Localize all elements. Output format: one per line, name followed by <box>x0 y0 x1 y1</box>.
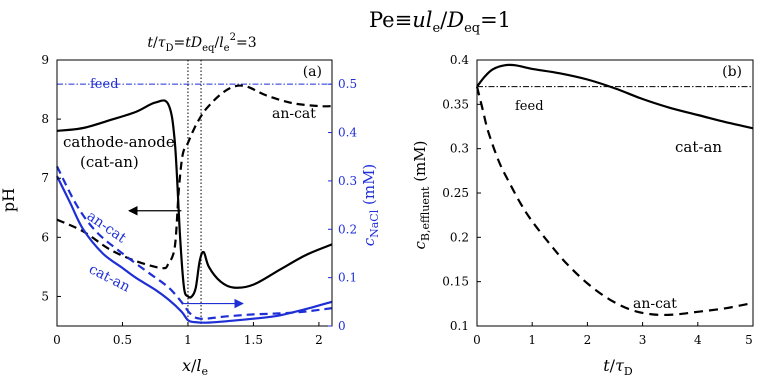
panel-b-label-an-cat: an-cat <box>633 296 677 312</box>
panel-a-xtick-label: 1.5 <box>244 333 263 347</box>
panel-a-ytick-right-label: 0.3 <box>338 174 357 188</box>
panel-b-label-cat-an: cat-an <box>675 138 722 156</box>
panel-a-ytick-right-label: 0.1 <box>338 271 357 285</box>
panel-a-ytick-left-label: 7 <box>41 171 49 185</box>
panel-a-ticks: 0 0.5 1 1.5 2 5 6 7 8 9 0 0.1 0.2 0.3 0.4 0.5 <box>41 53 357 347</box>
panel-a-series-2 <box>56 175 333 324</box>
panel-a-xtick-label: 0 <box>53 333 61 347</box>
panel-b-ylabel: cB,effluent (mM) <box>411 141 432 250</box>
panel-a-ylabel-right: cNaCl (mM) <box>360 164 381 247</box>
panel-b-ytick-label: 0.35 <box>442 97 469 111</box>
panel-a-feed-label: feed <box>90 77 119 92</box>
panel-b-ytick-label: 0.1 <box>450 319 469 333</box>
panel-b-feed-label: feed <box>515 99 544 114</box>
panel-a-ytick-left-label: 8 <box>41 112 49 126</box>
panel-a-series-3 <box>56 165 333 320</box>
panel-a-xlabel: x/le <box>182 356 208 378</box>
panel-b-ticks: 0 1 2 3 4 5 0.1 0.15 0.2 0.25 0.3 0.35 0.4 <box>442 53 754 347</box>
panel-b-ytick-label: 0.3 <box>450 142 469 156</box>
panel-a-ytick-right-label: 0.4 <box>338 126 357 140</box>
panel-b-xtick-label: 5 <box>745 333 753 347</box>
panel-b-xtick-label: 3 <box>639 333 647 347</box>
panel-b-series-1 <box>475 86 754 317</box>
panel-b-xtick-label: 4 <box>694 333 702 347</box>
panel-b-xtick-label: 2 <box>584 333 592 347</box>
panel-a-series-group <box>56 60 333 326</box>
panel-a-series-0 <box>56 99 333 299</box>
panel-a-xtick-label: 1 <box>184 333 192 347</box>
panel-a-ytick-right-label: 0 <box>338 319 346 333</box>
panel-a-xtick-label: 0.5 <box>113 333 132 347</box>
panel-a-series-1 <box>56 84 333 270</box>
panel-b-xlabel: t/τD <box>603 356 633 378</box>
panel-b-ytick-label: 0.15 <box>442 275 469 289</box>
figure-title: Pe≡ule/Deq=1 <box>369 8 511 36</box>
panel-a-label-cat-an-blue: cat-an <box>86 261 132 295</box>
panel-b-label: (b) <box>722 64 742 80</box>
panel-b-series-0 <box>476 63 754 130</box>
panel-b-ytick-label: 0.2 <box>450 230 469 244</box>
panel-b-ytick-label: 0.4 <box>450 53 469 67</box>
panel-a-ytick-left-label: 5 <box>41 289 49 303</box>
panel-b-ytick-label: 0.25 <box>442 186 469 200</box>
panel-a-ytick-right-label: 0.2 <box>338 222 357 236</box>
panel-a-label-cathode-anode: cathode-anode <box>63 133 175 151</box>
panel-a-xtick-label: 2 <box>315 333 323 347</box>
panel-a-frame <box>56 59 333 327</box>
panel-a-annotation: t/τD=tDeq/le2=3 <box>147 32 256 54</box>
panel-a-ytick-left-label: 6 <box>41 230 49 244</box>
panel-a-label-an-cat-top: an-cat <box>272 106 316 122</box>
panel-b-xtick-label: 1 <box>528 333 536 347</box>
panel-a-ytick-left-label: 9 <box>41 53 49 67</box>
panel-a-label: (a) <box>303 64 322 80</box>
panel-a-label-cat-an-paren: (cat-an) <box>80 153 139 171</box>
panel-b-chart: 0 1 2 3 4 50.10.150.20.250.30.350.4 (b) feed … <box>411 53 754 378</box>
panel-a-ytick-right-label: 0.5 <box>338 77 357 91</box>
panel-a-ylabel-left: pH <box>0 188 18 212</box>
panel-b-series-group <box>475 63 754 317</box>
panel-b-xtick-label: 0 <box>473 333 481 347</box>
